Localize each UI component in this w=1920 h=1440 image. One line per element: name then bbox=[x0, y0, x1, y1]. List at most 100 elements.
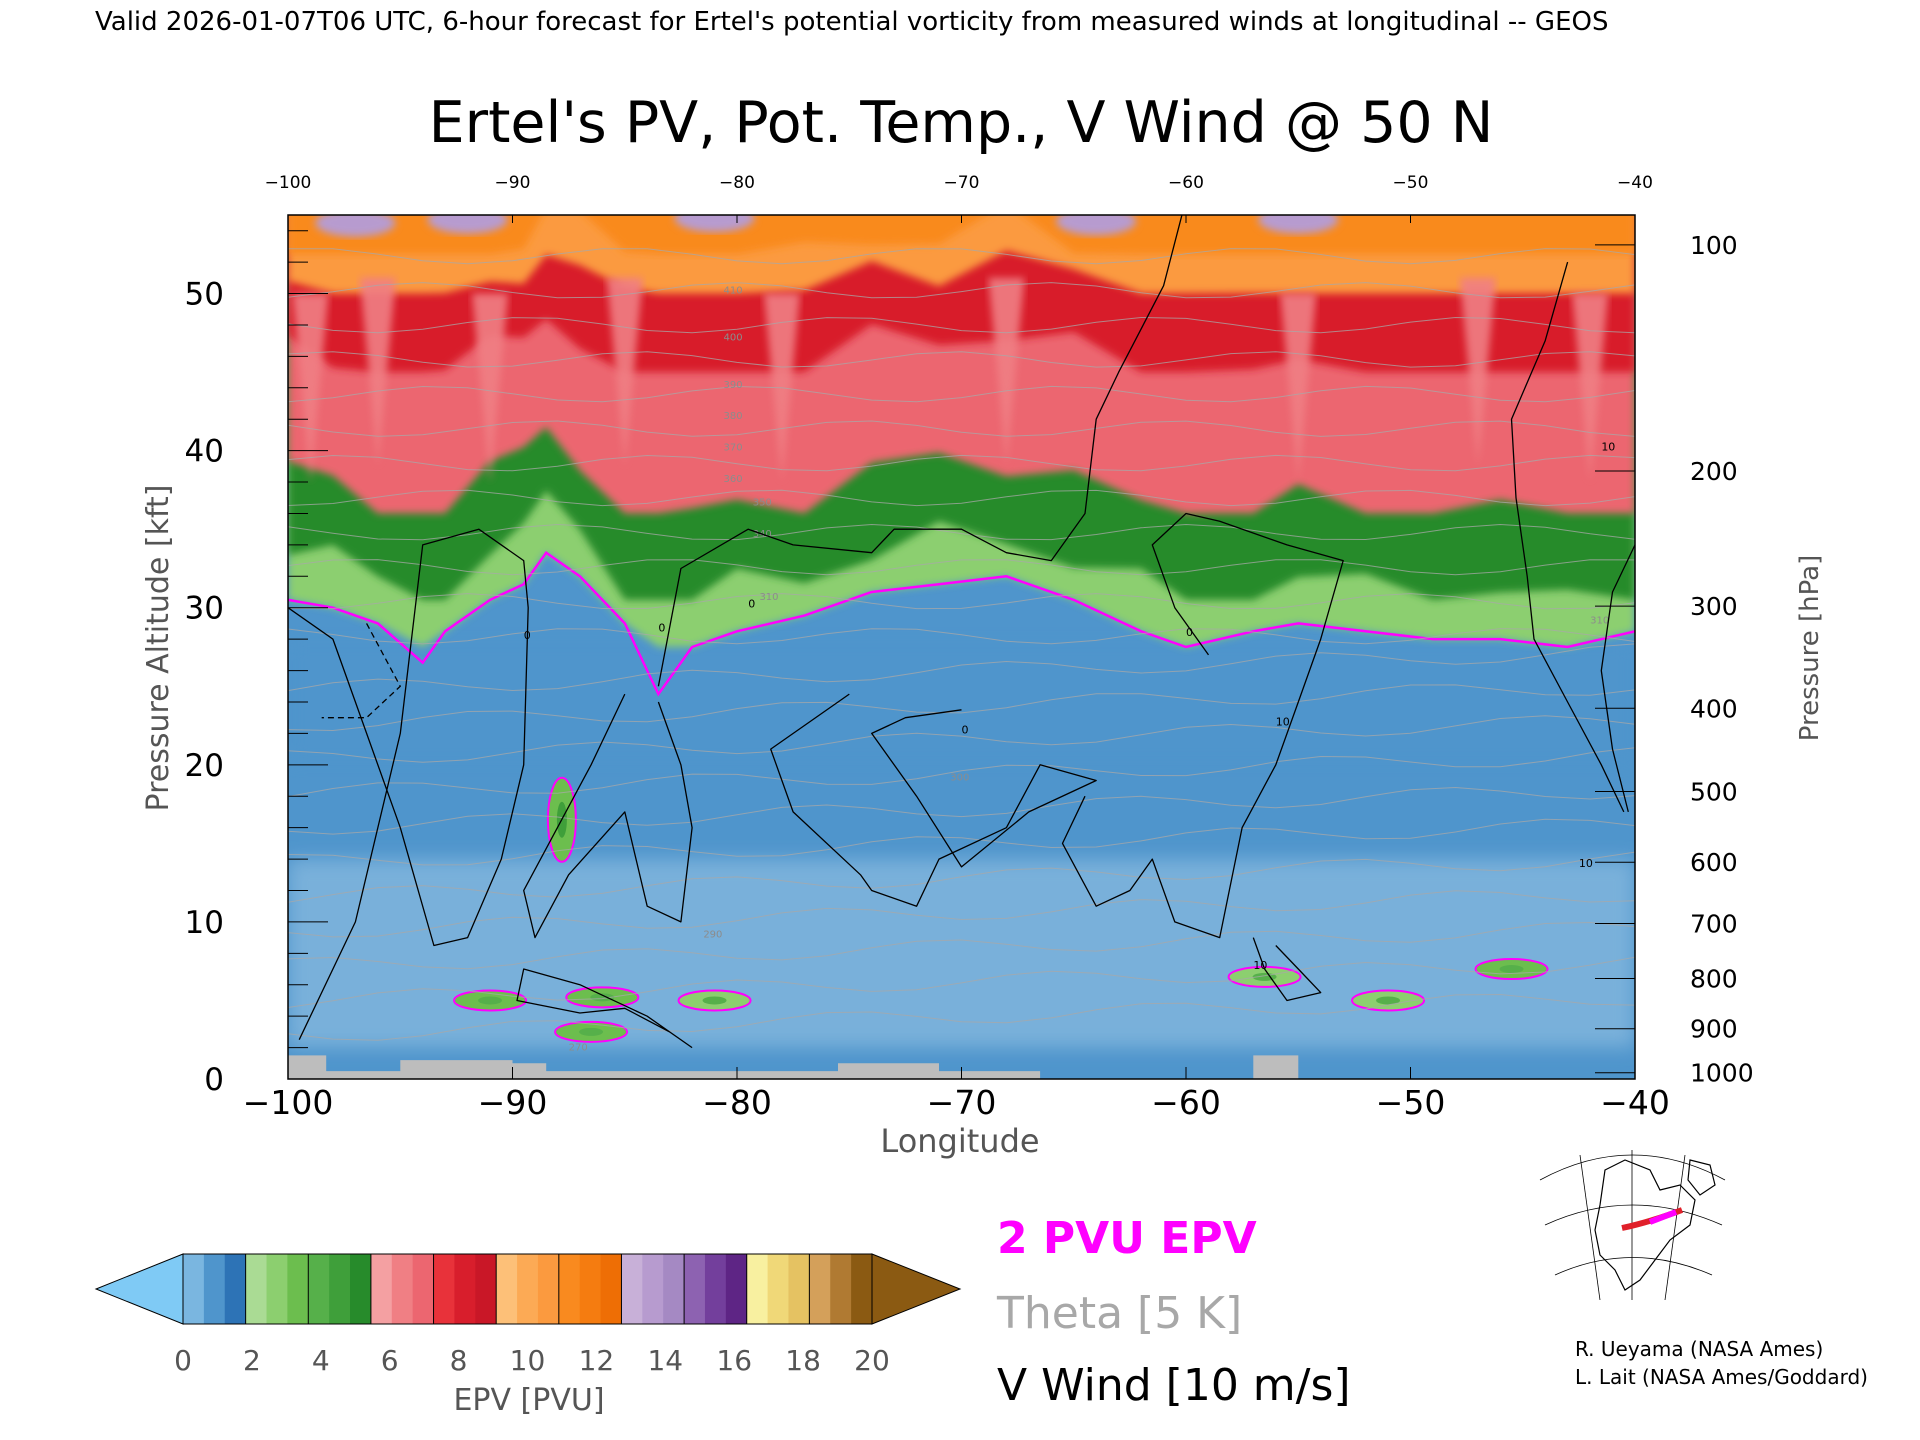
pv-intrusion-5 bbox=[988, 277, 1025, 467]
colorbar-swatch bbox=[308, 1254, 330, 1324]
theta-label: 360 bbox=[724, 474, 743, 485]
theta-line bbox=[288, 559, 1635, 576]
theta-line bbox=[288, 851, 1635, 903]
pv-intrusion-8 bbox=[1572, 293, 1609, 483]
credit-line-1: R. Ueyama (NASA Ames) bbox=[1575, 1337, 1823, 1361]
top-tick-label: −50 bbox=[1393, 173, 1429, 193]
colorbar-tick-label: 20 bbox=[854, 1344, 890, 1377]
top-tick-label: −40 bbox=[1617, 173, 1653, 193]
theta-line bbox=[288, 747, 1635, 798]
colorbar-swatch bbox=[809, 1254, 831, 1324]
pressure-tick-labels: 100 200 300 400 500 600 700 800 900 1000 bbox=[1690, 231, 1754, 1088]
x-tick-label: −100 bbox=[243, 1083, 334, 1122]
colorbar-tick-label: 8 bbox=[450, 1344, 468, 1377]
chart-title: Ertel's PV, Pot. Temp., V Wind @ 50 N bbox=[429, 90, 1494, 156]
pv-upper-cell-2 bbox=[674, 215, 755, 233]
pv-intrusion-2 bbox=[472, 293, 509, 483]
low-pv-core-1 bbox=[478, 996, 503, 1005]
v-wind-label: 0 bbox=[748, 598, 755, 611]
colorbar-swatch bbox=[517, 1254, 539, 1324]
colorbar-tick-label: 14 bbox=[647, 1344, 683, 1377]
colorbar-swatch bbox=[704, 1254, 727, 1324]
low-pv-core-0 bbox=[579, 1027, 604, 1036]
colorbar-swatch bbox=[600, 1254, 623, 1324]
theta-label: 300 bbox=[950, 773, 969, 784]
x-tick-labels: −100 −90 −80 −70 −60 −50 −40 bbox=[243, 1083, 1670, 1122]
colorbar-swatch bbox=[684, 1254, 706, 1324]
top-tick-labels: −100 −90 −80 −70 −60 −50 −40 bbox=[265, 173, 1653, 193]
theta-label: 270 bbox=[569, 1043, 588, 1054]
axis-ticks bbox=[287, 215, 1636, 1080]
top-tick-label: −70 bbox=[944, 173, 980, 193]
pressure-tick-label: 100 bbox=[1690, 231, 1738, 260]
pv-upper-cell-0 bbox=[315, 215, 396, 237]
colorbar-swatch bbox=[245, 1254, 268, 1324]
colorbar-swatch bbox=[370, 1254, 393, 1324]
v-wind-contour-3 bbox=[657, 215, 1183, 687]
theta-label: 390 bbox=[724, 380, 743, 391]
pressure-tick-label: 600 bbox=[1690, 848, 1738, 877]
colorbar-swatch bbox=[287, 1254, 309, 1324]
colorbar-under bbox=[94, 1253, 184, 1325]
legend-pv: 2 PVU EPV bbox=[997, 1213, 1257, 1264]
colorbar-swatch bbox=[537, 1254, 560, 1324]
low-pv-core-6 bbox=[1499, 965, 1524, 974]
pressure-tick-label: 700 bbox=[1690, 909, 1738, 938]
theta-label: 410 bbox=[724, 286, 743, 297]
colorbar-swatch bbox=[412, 1254, 435, 1324]
y-axis-label: Pressure Altitude [kft] bbox=[141, 485, 176, 812]
pv-lower-layer bbox=[288, 859, 1635, 1048]
pv-field bbox=[288, 215, 1635, 1079]
pressure-tick-label: 900 bbox=[1690, 1015, 1738, 1044]
top-tick-label: −80 bbox=[719, 173, 755, 193]
pv-intrusion-1 bbox=[359, 277, 396, 467]
terrain-mask bbox=[288, 1055, 1635, 1079]
v-wind-contour-0 bbox=[288, 528, 529, 1040]
theta-line bbox=[288, 351, 1635, 368]
top-tick-label: −60 bbox=[1168, 173, 1204, 193]
theta-line bbox=[288, 993, 1635, 1041]
v-wind-label: 10 bbox=[1579, 857, 1593, 870]
theta-line bbox=[288, 921, 1635, 970]
theta-line bbox=[288, 316, 1635, 334]
pressure-tick-label: 200 bbox=[1690, 457, 1738, 486]
credit-line-2: L. Lait (NASA Ames/Goddard) bbox=[1575, 1365, 1868, 1389]
colorbar-tick-label: 10 bbox=[510, 1344, 546, 1377]
pv-intrusion-0 bbox=[292, 293, 329, 483]
colorbar-tick-label: 12 bbox=[579, 1344, 615, 1377]
pv-intrusion-7 bbox=[1459, 277, 1496, 467]
y-tick-label: 0 bbox=[204, 1062, 224, 1098]
colorbar-swatch bbox=[350, 1254, 372, 1324]
pressure-tick-label: 500 bbox=[1690, 778, 1738, 807]
v-wind-label: 10 bbox=[1601, 441, 1615, 454]
v-wind-label: 0 bbox=[658, 621, 665, 634]
colorbar-swatch bbox=[266, 1254, 288, 1324]
legend-wind: V Wind [10 m/s] bbox=[997, 1360, 1351, 1411]
theta-label: 310 bbox=[1590, 615, 1609, 626]
x-axis-label: Longitude bbox=[880, 1122, 1039, 1160]
pv-upper-cell-1 bbox=[427, 215, 508, 234]
theta-label: 290 bbox=[703, 930, 722, 941]
theta-line bbox=[288, 454, 1635, 472]
theta-line bbox=[288, 248, 1635, 265]
low-pv-core-3 bbox=[702, 996, 727, 1005]
colorbar-tick-label: 16 bbox=[716, 1344, 752, 1377]
colorbar-over bbox=[871, 1253, 962, 1325]
theta-line bbox=[288, 593, 1635, 610]
theta-label: 350 bbox=[753, 498, 772, 509]
pv-upper-cell-3 bbox=[1056, 215, 1137, 236]
terrain bbox=[288, 1055, 1635, 1079]
theta-label: 380 bbox=[724, 411, 743, 422]
v-wind-label: 0 bbox=[1186, 626, 1193, 639]
colorbar-tick-label: 2 bbox=[243, 1344, 261, 1377]
theta-line bbox=[288, 890, 1635, 938]
colorbar-swatch bbox=[391, 1254, 414, 1324]
theta-line bbox=[288, 385, 1635, 403]
y-tick-label: 20 bbox=[185, 748, 224, 784]
low-pv-core-2 bbox=[590, 993, 615, 1002]
v-wind-contour-6 bbox=[1252, 937, 1322, 1002]
theta-line bbox=[288, 684, 1635, 732]
v-wind-contour-1 bbox=[523, 693, 693, 939]
